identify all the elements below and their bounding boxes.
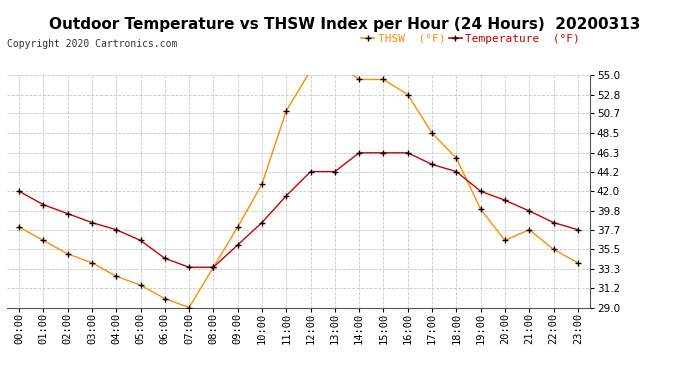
Text: Copyright 2020 Cartronics.com: Copyright 2020 Cartronics.com (7, 39, 177, 50)
Text: Outdoor Temperature vs THSW Index per Hour (24 Hours)  20200313: Outdoor Temperature vs THSW Index per Ho… (49, 17, 641, 32)
Legend: THSW  (°F), Temperature  (°F): THSW (°F), Temperature (°F) (357, 29, 584, 48)
